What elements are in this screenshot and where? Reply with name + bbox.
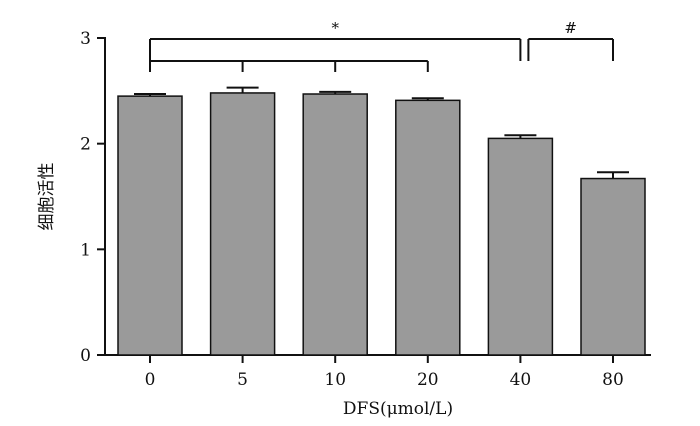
- x-tick-label: 20: [417, 370, 439, 390]
- y-ticks: 0 1 2 3: [80, 29, 105, 366]
- y-tick-label: 2: [80, 135, 91, 155]
- bar: [487, 137, 554, 356]
- y-axis-title: 细胞活性: [37, 163, 57, 231]
- bar: [117, 95, 183, 356]
- significance-label: #: [564, 19, 577, 37]
- y-tick-label: 3: [80, 29, 91, 49]
- x-tick-label: 40: [510, 370, 532, 390]
- bar: [395, 99, 461, 356]
- x-tick-label: 10: [324, 370, 346, 390]
- significance-brackets: * #: [149, 19, 614, 72]
- y-tick-label: 0: [80, 346, 91, 366]
- bar: [302, 93, 368, 356]
- bar: [209, 92, 276, 356]
- x-tick-label: 80: [602, 370, 624, 390]
- bars: [117, 86, 646, 356]
- y-tick-label: 1: [80, 240, 91, 260]
- significance-label: *: [331, 19, 339, 37]
- x-ticks: 0 5 10 20 40 80: [145, 355, 624, 390]
- bar: [580, 177, 646, 356]
- x-axis-title: DFS(μmol/L): [343, 399, 453, 419]
- x-tick-label: 0: [145, 370, 156, 390]
- axes: [104, 37, 651, 356]
- x-tick-label: 5: [237, 370, 248, 390]
